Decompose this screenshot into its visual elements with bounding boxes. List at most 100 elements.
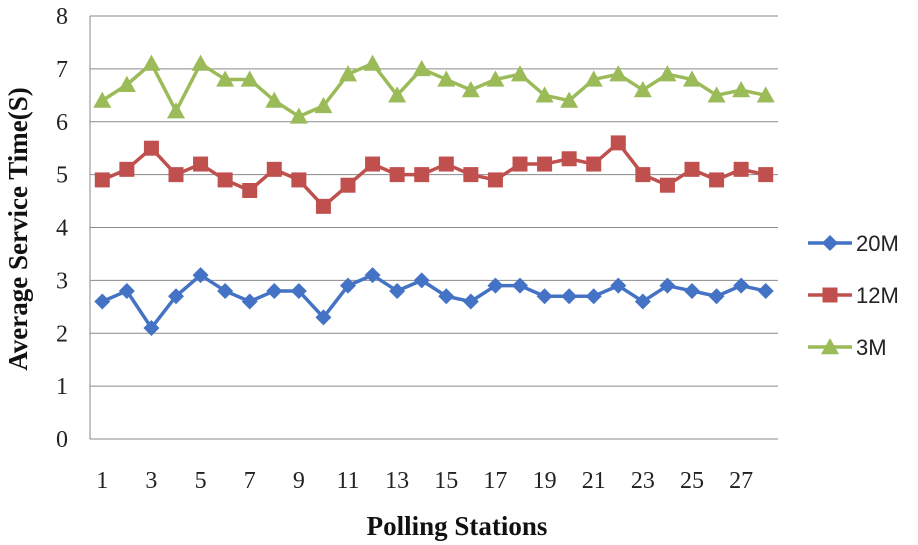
- data-point-3M: [683, 70, 701, 87]
- data-point-20M: [462, 293, 479, 310]
- data-point-12M: [414, 167, 430, 183]
- x-tick-label: 19: [533, 468, 557, 494]
- data-point-3M: [609, 65, 628, 82]
- data-point-20M: [659, 277, 676, 294]
- data-point-12M: [635, 167, 651, 183]
- data-point-3M: [314, 96, 333, 114]
- data-point-3M: [486, 70, 505, 87]
- data-point-12M: [537, 156, 553, 172]
- data-point-20M: [438, 288, 455, 305]
- legend-marker: [821, 338, 839, 355]
- data-point-12M: [463, 167, 479, 183]
- data-point-20M: [340, 277, 356, 294]
- y-tick-label: 4: [56, 216, 68, 242]
- x-tick-label: 11: [336, 468, 359, 494]
- x-tick-label: 1: [96, 468, 108, 494]
- data-point-20M: [315, 309, 332, 326]
- series-3M: [93, 54, 775, 124]
- data-point-3M: [437, 70, 456, 87]
- x-tick-label: 7: [244, 468, 256, 494]
- legend-marker: [822, 235, 838, 251]
- data-point-20M: [364, 267, 381, 284]
- data-point-20M: [634, 293, 651, 310]
- x-tick-label: 23: [631, 468, 655, 494]
- data-point-3M: [707, 86, 726, 103]
- data-point-3M: [388, 86, 407, 103]
- data-point-12M: [733, 161, 749, 177]
- data-point-12M: [487, 172, 503, 188]
- y-tick-label: 7: [56, 57, 68, 83]
- y-tick-label: 1: [56, 374, 68, 400]
- data-point-20M: [708, 288, 725, 305]
- data-point-3M: [216, 70, 235, 87]
- data-point-12M: [561, 151, 577, 167]
- y-tick-label: 3: [56, 268, 68, 294]
- legend-label: 20M: [856, 231, 899, 256]
- data-point-12M: [709, 172, 725, 188]
- data-point-20M: [290, 282, 307, 299]
- data-point-3M: [756, 86, 775, 103]
- data-point-20M: [757, 282, 774, 299]
- data-point-12M: [193, 156, 209, 172]
- data-point-3M: [560, 91, 579, 108]
- data-point-12M: [340, 177, 356, 193]
- series-20M: [94, 267, 774, 336]
- legend-item-12M: 12M: [808, 283, 899, 308]
- data-point-20M: [585, 288, 602, 305]
- x-tick-labels: 1 3 5 7 9 11 13 15 17 19 21 23 25 27: [96, 468, 753, 494]
- data-point-20M: [192, 267, 209, 284]
- data-point-20M: [536, 288, 553, 305]
- y-axis-title: Average Service Time(S): [3, 87, 33, 370]
- x-axis-title: Polling Stations: [367, 511, 548, 541]
- data-point-3M: [633, 81, 652, 98]
- data-point-20M: [118, 282, 135, 299]
- data-point-20M: [143, 319, 160, 336]
- legend-item-3M: 3M: [808, 335, 887, 360]
- y-tick-label: 5: [56, 163, 68, 189]
- series: [93, 54, 775, 336]
- series-line-3M: [101, 61, 767, 119]
- data-point-12M: [659, 177, 675, 193]
- data-point-3M: [412, 59, 431, 77]
- data-point-3M: [167, 102, 185, 119]
- data-point-12M: [365, 156, 381, 172]
- data-point-12M: [315, 198, 331, 214]
- data-point-20M: [168, 288, 184, 305]
- data-point-12M: [610, 135, 626, 151]
- data-point-3M: [732, 81, 751, 98]
- data-point-12M: [758, 167, 774, 183]
- data-point-12M: [438, 156, 454, 172]
- data-point-20M: [266, 282, 283, 299]
- data-point-3M: [240, 70, 259, 87]
- y-tick-label: 6: [56, 110, 68, 136]
- y-tick-labels: 0 1 2 3 4 5 6 7 8: [56, 4, 68, 453]
- x-tick-label: 5: [195, 468, 207, 494]
- legend-marker: [822, 287, 838, 303]
- data-point-20M: [217, 282, 234, 299]
- data-point-12M: [143, 140, 159, 156]
- data-point-20M: [94, 293, 111, 310]
- gridlines: [90, 15, 778, 387]
- data-point-12M: [168, 167, 184, 183]
- data-point-3M: [584, 70, 603, 87]
- data-point-20M: [733, 277, 750, 294]
- axes: [89, 16, 778, 440]
- data-point-3M: [289, 107, 308, 124]
- data-point-20M: [684, 282, 700, 299]
- data-point-3M: [191, 54, 210, 71]
- x-tick-label: 21: [582, 468, 606, 494]
- y-tick-label: 0: [56, 427, 68, 453]
- y-tick-label: 8: [56, 4, 68, 30]
- data-point-3M: [461, 81, 480, 98]
- data-point-12M: [119, 161, 135, 177]
- x-tick-label: 17: [483, 468, 507, 494]
- data-point-12M: [684, 161, 700, 177]
- data-point-20M: [413, 272, 430, 289]
- data-point-12M: [389, 167, 405, 183]
- data-point-20M: [512, 277, 528, 294]
- x-tick-label: 27: [729, 468, 753, 494]
- x-tick-label: 13: [385, 468, 409, 494]
- data-point-12M: [94, 172, 110, 188]
